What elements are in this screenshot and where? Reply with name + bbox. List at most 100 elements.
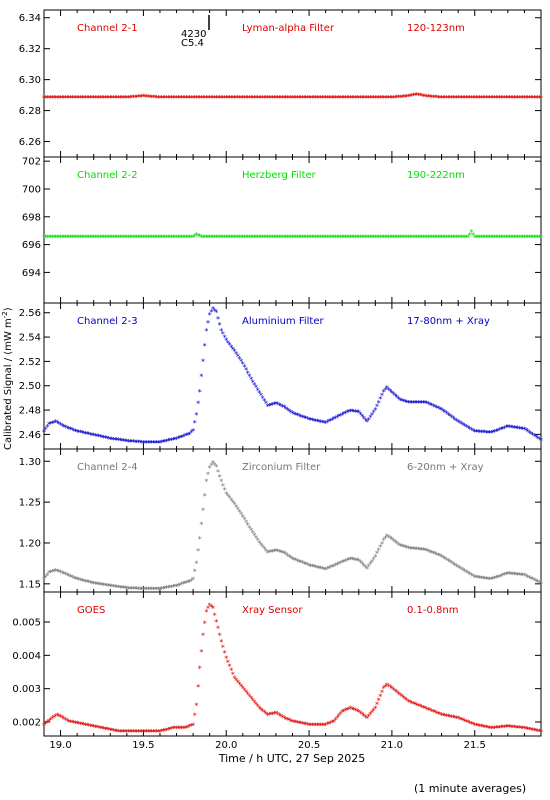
data-point: * [140,439,144,448]
data-point: * [499,234,503,243]
data-point: * [529,430,533,439]
data-point: * [302,94,306,103]
data-point: * [476,574,480,583]
data-point: * [327,720,331,729]
data-point: * [50,234,54,243]
data-point: * [209,603,213,612]
data-point: * [446,557,450,566]
data-point: * [259,706,263,715]
data-point: * [126,438,130,447]
data-point: * [122,584,126,593]
data-point: * [322,566,326,575]
data-point: * [256,703,260,712]
data-point: * [218,473,222,482]
data-point: * [85,722,89,731]
data-point: * [113,94,117,103]
data-point: * [314,721,318,730]
data-point: * [269,711,273,720]
data-point: * [239,683,243,692]
data-point: * [59,569,63,578]
data-point: * [320,419,324,428]
data-point: * [508,570,512,579]
data-point: * [208,601,212,610]
data-point: * [481,723,485,732]
data-point: * [508,94,512,103]
data-point: * [408,545,412,554]
y-tick-label: 2.50 [19,381,41,392]
data-point: * [398,396,402,405]
data-point: * [237,234,241,243]
data-point: * [522,426,526,435]
data-point: * [150,93,154,102]
data-point: * [135,234,139,243]
data-point: * [334,414,338,423]
data-point: * [153,439,157,448]
data-point: * [521,425,525,434]
data-point: * [483,575,487,584]
data-point: * [62,423,66,432]
data-point: * [165,94,169,103]
data-point: * [415,399,419,408]
data-point: * [305,415,309,424]
data-point: * [193,419,197,428]
data-point: * [234,234,238,243]
data-point: * [309,562,313,571]
data-point: * [214,234,218,243]
data-point: * [59,713,63,722]
data-point: * [155,728,159,737]
data-point: * [125,234,129,243]
data-point: * [135,585,139,594]
data-point: * [456,94,460,103]
data-point: * [466,719,470,728]
data-point: * [450,713,454,722]
data-point: * [339,710,343,719]
data-point: * [448,558,452,567]
data-point: * [517,571,521,580]
data-point: * [307,562,311,571]
data-point: * [441,712,445,721]
data-point: * [183,432,187,441]
data-point: * [464,234,468,243]
data-point: * [64,716,68,725]
data-point: * [496,234,500,243]
data-point: * [65,94,69,103]
data-point: * [459,716,463,725]
data-point: * [160,94,164,103]
data-point: * [247,372,251,381]
data-point: * [123,584,127,593]
data-point: * [428,401,432,410]
data-point: * [479,234,483,243]
data-point: * [531,726,535,735]
data-point: * [483,94,487,103]
data-point: * [178,234,182,243]
data-point: * [320,565,324,574]
data-point: * [443,409,447,418]
data-point: * [221,330,225,339]
data-point: * [403,93,407,102]
data-point: * [305,561,309,570]
data-point: * [228,663,232,672]
data-point: * [397,690,401,699]
data-point: * [211,605,215,614]
data-point: * [344,234,348,243]
data-point: * [160,439,164,448]
data-point: * [90,723,94,732]
data-point: * [516,234,520,243]
data-point: * [441,407,445,416]
data-point: * [362,414,366,423]
data-point: * [385,532,389,541]
data-point: * [307,234,311,243]
data-point: * [445,556,449,565]
data-point: * [193,232,197,241]
data-point: * [108,582,112,591]
data-point: * [455,714,459,723]
data-point: * [337,413,341,422]
data-point: * [499,426,503,435]
data-point: * [527,574,531,583]
data-point: * [511,234,515,243]
data-point: * [161,438,165,447]
data-point: * [163,234,167,243]
data-point: * [170,436,174,445]
data-point: * [479,94,483,103]
data-point: * [304,561,308,570]
